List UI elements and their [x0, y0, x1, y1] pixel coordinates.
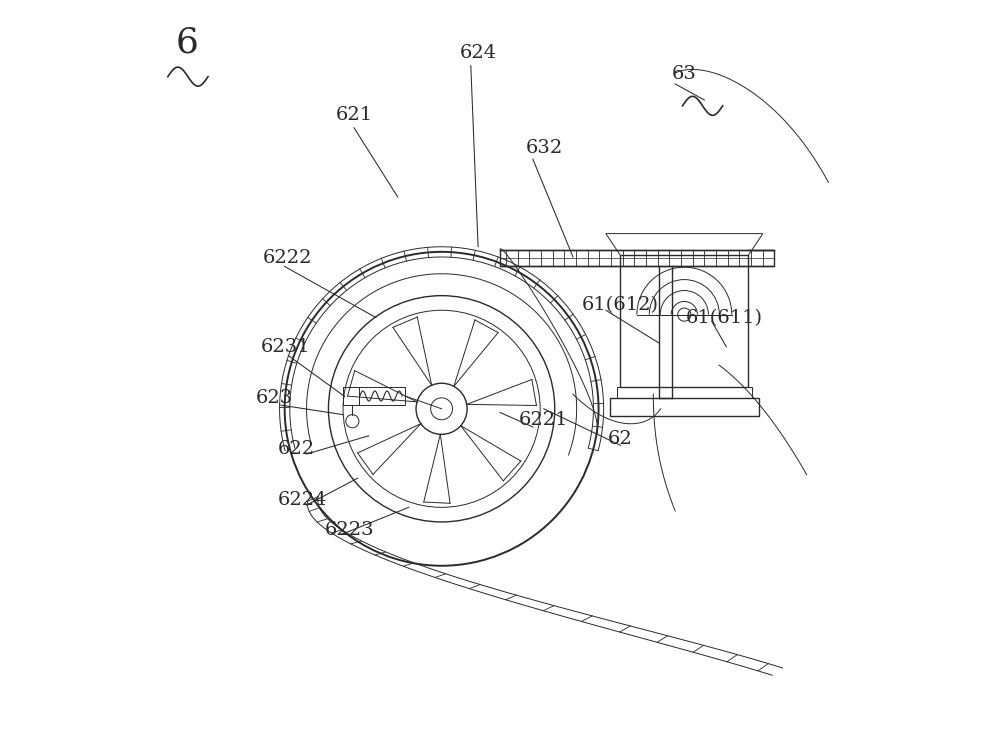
- Text: 622: 622: [278, 440, 315, 458]
- Text: 632: 632: [526, 139, 563, 157]
- Text: 6224: 6224: [278, 491, 328, 509]
- Text: 61(612): 61(612): [582, 296, 659, 314]
- Text: 62: 62: [608, 430, 633, 447]
- Bar: [617, 387, 752, 398]
- Text: 624: 624: [460, 45, 497, 62]
- Text: 6223: 6223: [325, 521, 374, 539]
- Text: 6231: 6231: [261, 338, 310, 356]
- Text: 623: 623: [255, 389, 293, 407]
- Bar: [620, 255, 748, 387]
- Text: 6: 6: [175, 26, 198, 60]
- Text: 6221: 6221: [518, 411, 568, 429]
- Text: 621: 621: [336, 107, 373, 124]
- Text: 61(611): 61(611): [686, 309, 763, 326]
- Bar: [343, 387, 405, 405]
- Text: 6222: 6222: [263, 249, 312, 266]
- Text: 63: 63: [672, 65, 696, 82]
- Bar: [500, 250, 774, 266]
- Bar: [610, 398, 759, 416]
